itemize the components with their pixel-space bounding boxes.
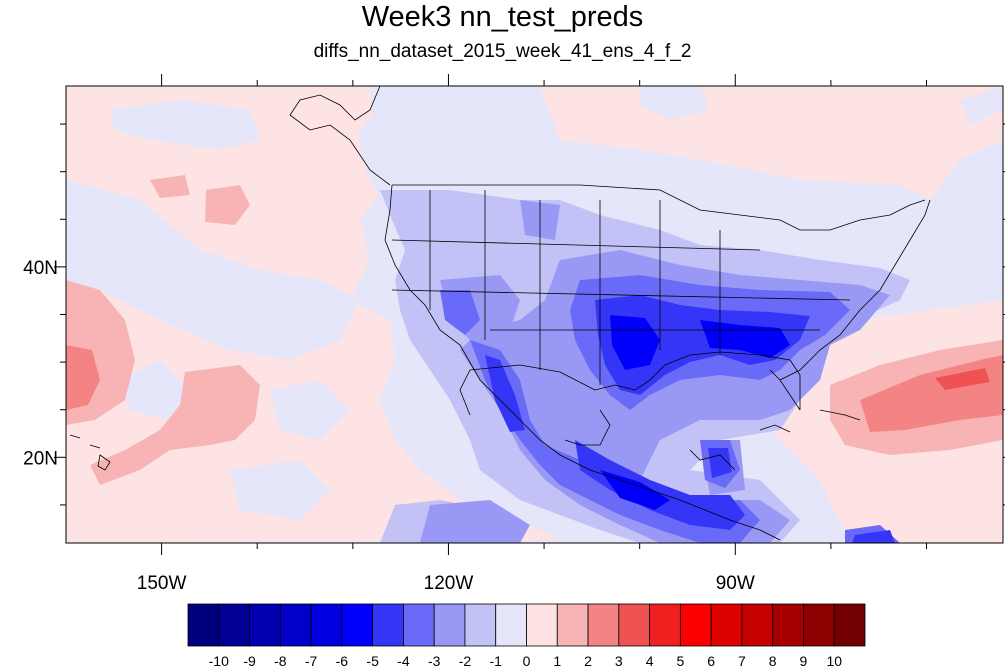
map-subtitle: diffs_nn_dataset_2015_week_41_ens_4_f_2	[313, 41, 692, 62]
colorbar-swatch	[495, 603, 527, 647]
colorbar-swatch	[803, 603, 835, 647]
colorbar-swatch	[710, 603, 743, 647]
colorbar-swatch	[649, 603, 681, 647]
colorbar-label: 5	[676, 653, 684, 669]
lat-label-40n: 40N	[23, 258, 58, 279]
colorbar-label: -1	[490, 653, 503, 669]
colorbar-label: 7	[738, 653, 746, 669]
colorbar-label: 3	[615, 653, 623, 669]
positive-anomaly-max	[935, 368, 990, 390]
colorbar-label: 9	[800, 653, 808, 669]
colorbar-label: -4	[397, 653, 410, 669]
lon-label-90w: 90W	[716, 573, 755, 594]
colorbar-label: 8	[769, 653, 777, 669]
colorbar	[187, 603, 866, 647]
colorbar-swatch	[587, 603, 620, 647]
colorbar-label: -7	[305, 653, 318, 669]
colorbar-swatch	[279, 603, 312, 647]
colorbar-label: 4	[646, 653, 654, 669]
colorbar-label: 6	[707, 653, 715, 669]
colorbar-swatch	[618, 603, 650, 647]
colorbar-swatch	[464, 603, 497, 647]
map-field	[66, 86, 1003, 543]
lat-label-20n: 20N	[23, 448, 58, 469]
colorbar-swatch	[556, 603, 589, 647]
axis-ticks	[54, 74, 1005, 555]
colorbar-swatch	[741, 603, 774, 647]
colorbar-label: -3	[428, 653, 441, 669]
colorbar-swatch	[526, 603, 558, 647]
colorbar-label: 2	[584, 653, 592, 669]
colorbar-label: 1	[553, 653, 561, 669]
colorbar-label: -10	[209, 653, 229, 669]
colorbar-label: -9	[243, 653, 256, 669]
map-title: Week3 nn_test_preds	[361, 1, 644, 33]
colorbar-swatch	[187, 603, 220, 647]
colorbar-swatch	[433, 603, 466, 647]
negative-anomaly-patches	[66, 86, 1003, 520]
colorbar-swatch	[403, 603, 435, 647]
colorbar-swatch	[249, 603, 281, 647]
map-boundaries	[69, 86, 931, 541]
colorbar-label: -5	[366, 653, 379, 669]
colorbar-swatch	[310, 603, 343, 647]
colorbar-swatch	[679, 603, 712, 647]
colorbar-label: -6	[336, 653, 349, 669]
colorbar-labels: -10 -9 -8 -7 -6 -5 -4 -3 -2 -1 0 1 2 3 4 5 6 7 8 9 10	[209, 653, 843, 669]
colorbar-label: 0	[523, 653, 531, 669]
colorbar-swatch	[772, 603, 804, 647]
colorbar-swatch	[341, 603, 374, 647]
colorbar-label: -2	[459, 653, 472, 669]
colorbar-swatch	[833, 603, 866, 647]
colorbar-label: 10	[826, 653, 842, 669]
negative-anomaly-extreme	[600, 315, 790, 510]
negative-anomaly-very-strong	[485, 295, 895, 543]
lon-label-120w: 120W	[424, 573, 474, 594]
lon-label-150w: 150W	[137, 573, 187, 594]
colorbar-swatch	[218, 603, 250, 647]
colorbar-label: -8	[274, 653, 287, 669]
colorbar-swatch	[372, 603, 404, 647]
